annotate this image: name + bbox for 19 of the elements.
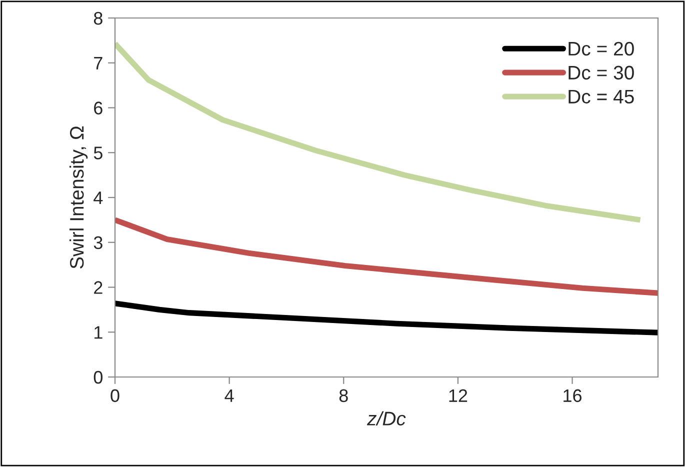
y-tick-label: 0: [94, 370, 102, 384]
legend-label: Dc = 20: [568, 42, 634, 56]
y-tick-label: 8: [94, 12, 102, 25]
y-tick-label: 2: [94, 281, 102, 294]
legend-label: Dc = 30: [568, 66, 634, 80]
x-axis-title: z/Dc: [366, 411, 406, 426]
x-tick-label: 16: [564, 389, 582, 402]
x-tick-label: 4: [224, 389, 234, 402]
y-tick-label: 3: [94, 236, 102, 250]
y-tick-label: 7: [94, 56, 102, 70]
y-axis-title: Swirl Intensity, Ω: [69, 126, 88, 269]
y-tick-label: 6: [94, 102, 102, 114]
y-tick-label: 5: [94, 146, 102, 160]
y-tick-label: 1: [94, 326, 102, 339]
y-tick-label: 4: [94, 192, 103, 204]
x-tick-label: 0: [110, 389, 120, 402]
x-tick-label: 12: [449, 389, 468, 402]
legend-label: Dc = 45: [568, 90, 634, 104]
x-tick-label: 8: [339, 389, 348, 402]
